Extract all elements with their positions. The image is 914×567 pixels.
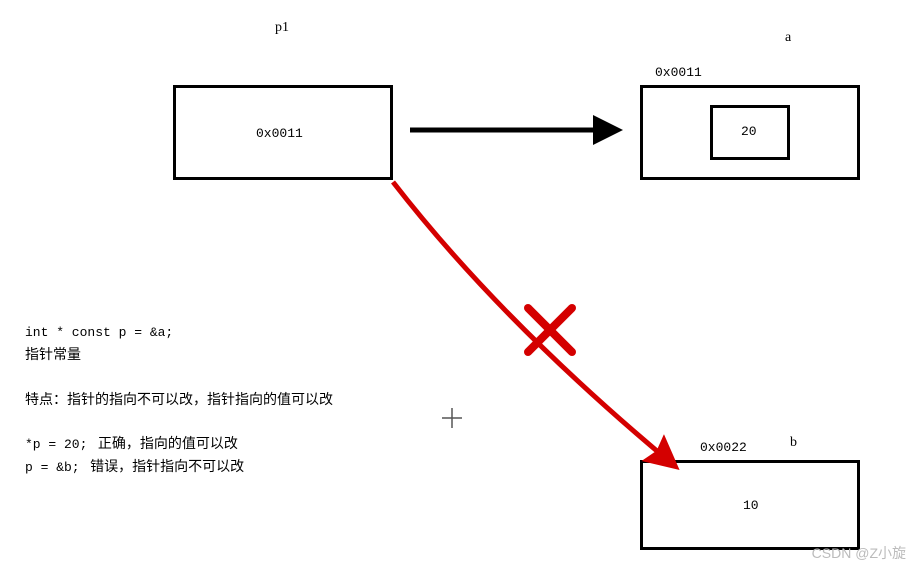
feature-line: 特点：指针的指向不可以改，指针指向的值可以改 bbox=[25, 393, 333, 408]
code-assign-ptr: p = &b; bbox=[25, 460, 80, 475]
label-b: b bbox=[790, 435, 797, 451]
title-pointer-const: 指针常量 bbox=[25, 348, 81, 363]
box-a-value: 20 bbox=[741, 124, 757, 139]
code-decl: int * const p = &a; bbox=[25, 325, 173, 340]
addr-b: 0x0022 bbox=[700, 440, 747, 455]
box-b: 10 bbox=[640, 460, 860, 550]
explain-block: int * const p = &a; 指针常量 特点：指针的指向不可以改，指针… bbox=[25, 300, 333, 479]
label-p1: p1 bbox=[275, 20, 289, 36]
txt-assign-val: 正确，指向的值可以改 bbox=[98, 437, 238, 452]
cross-icon bbox=[528, 308, 572, 352]
code-assign-val: *p = 20; bbox=[25, 437, 87, 452]
box-b-value: 10 bbox=[743, 498, 759, 513]
box-a-inner: 20 bbox=[710, 105, 790, 160]
arrow-p1-to-b bbox=[393, 182, 670, 462]
txt-assign-ptr: 错误，指针指向不可以改 bbox=[90, 460, 244, 475]
box-p1: 0x0011 bbox=[173, 85, 393, 180]
box-p1-value: 0x0011 bbox=[256, 126, 303, 141]
label-a: a bbox=[785, 30, 791, 46]
addr-a: 0x0011 bbox=[655, 65, 702, 80]
crosshair-icon bbox=[442, 408, 462, 428]
watermark: CSDN @Z小旋 bbox=[812, 543, 906, 563]
